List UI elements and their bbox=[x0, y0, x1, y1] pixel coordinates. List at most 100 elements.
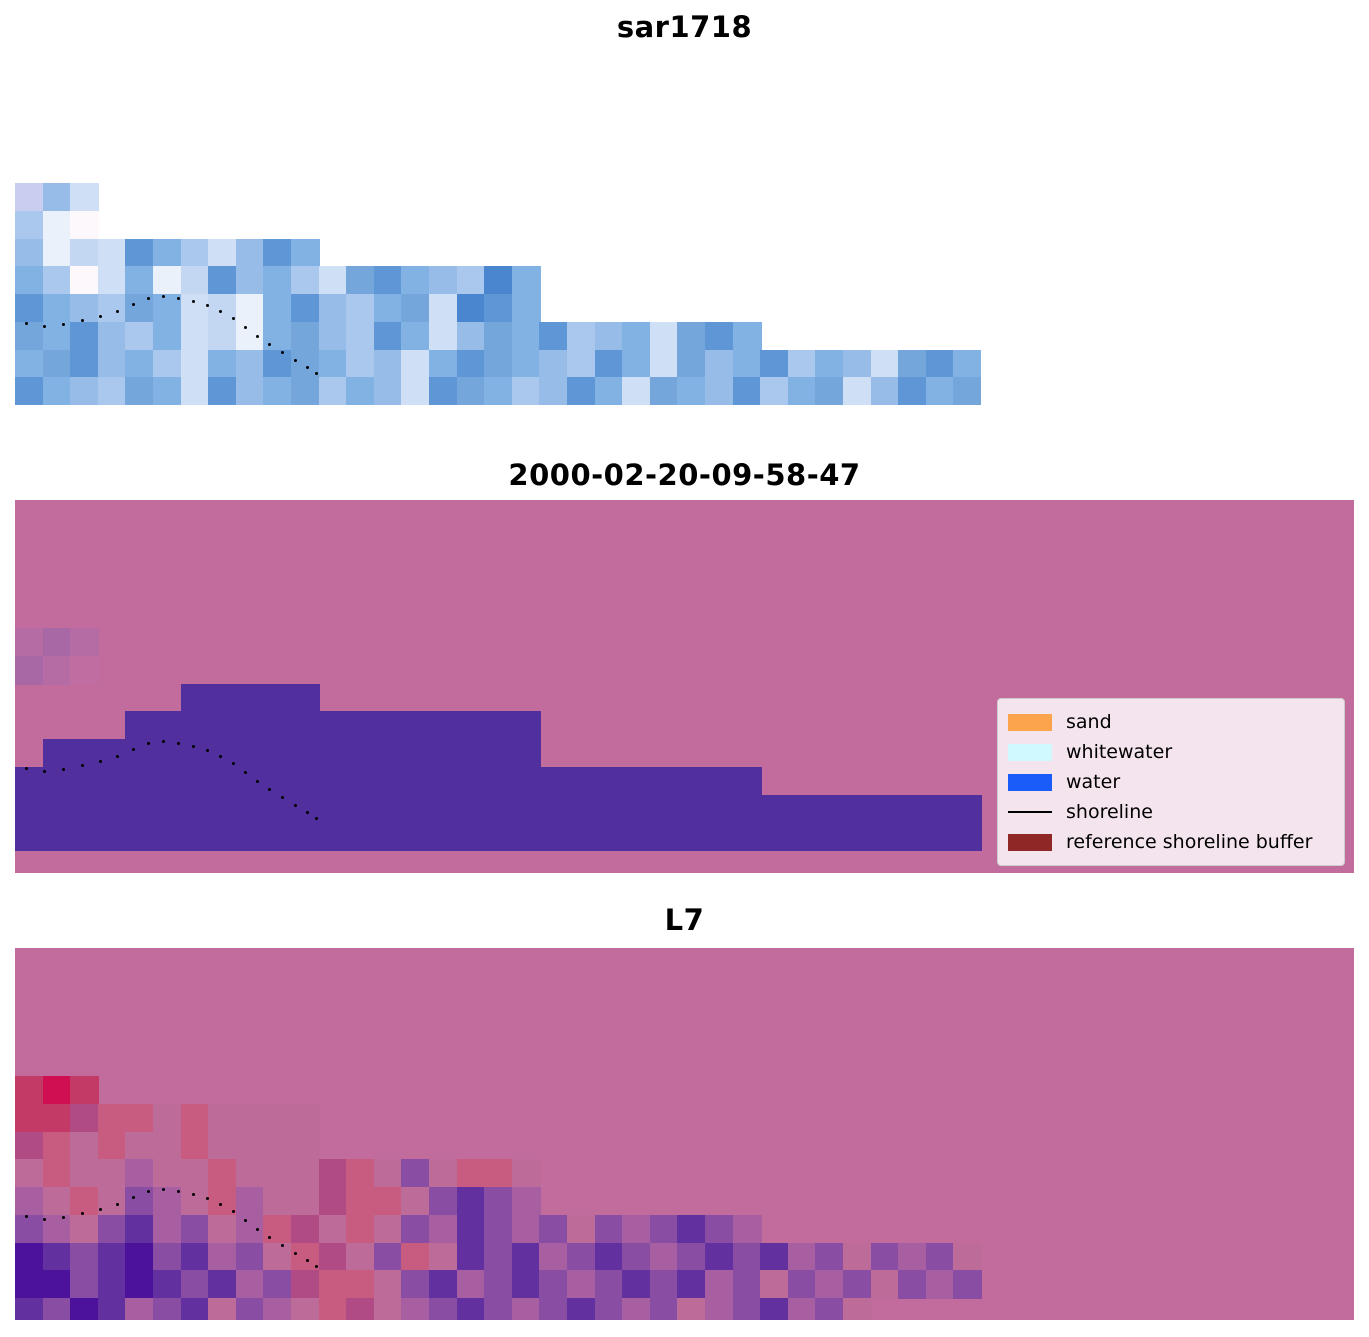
pixel-cell bbox=[733, 1298, 762, 1320]
pixel-cell bbox=[43, 1076, 72, 1105]
pixel-cell bbox=[677, 1215, 706, 1244]
pixel-cell bbox=[346, 1159, 375, 1188]
pixel-cell bbox=[595, 1298, 624, 1320]
pixel-cell bbox=[401, 1187, 430, 1216]
pixel-cell bbox=[484, 767, 513, 796]
pixel-cell bbox=[263, 822, 292, 851]
pixel-cell bbox=[457, 322, 486, 351]
pixel-cell bbox=[319, 266, 348, 295]
pixel-cell bbox=[898, 795, 927, 824]
pixel-cell bbox=[70, 1159, 99, 1188]
pixel-cell bbox=[457, 1270, 486, 1299]
shoreline-dot bbox=[294, 804, 297, 807]
pixel-cell bbox=[429, 767, 458, 796]
shoreline-dot bbox=[294, 1252, 297, 1255]
pixel-cell bbox=[263, 684, 292, 713]
pixel-cell bbox=[153, 767, 182, 796]
whitewater-swatch bbox=[1008, 743, 1052, 761]
pixel-cell bbox=[512, 350, 541, 379]
pixel-cell bbox=[291, 1159, 320, 1188]
pixel-cell bbox=[181, 266, 210, 295]
pixel-cell bbox=[815, 795, 844, 824]
shoreline-dot bbox=[147, 1190, 150, 1193]
pixel-cell bbox=[567, 377, 596, 405]
shoreline-dot bbox=[306, 366, 309, 369]
pixel-cell bbox=[319, 1159, 348, 1188]
pixel-cell bbox=[319, 1298, 348, 1320]
pixel-cell bbox=[622, 795, 651, 824]
pixel-cell bbox=[346, 1187, 375, 1216]
pixel-cell bbox=[622, 822, 651, 851]
pixel-cell bbox=[650, 350, 679, 379]
pixel-cell bbox=[760, 822, 789, 851]
pixel-cell bbox=[15, 1159, 44, 1188]
pixel-cell bbox=[263, 1243, 292, 1272]
sar-image-panel bbox=[15, 183, 981, 405]
pixel-cell bbox=[70, 795, 99, 824]
pixel-cell bbox=[98, 1215, 127, 1244]
pixel-cell bbox=[457, 266, 486, 295]
pixel-cell bbox=[70, 1215, 99, 1244]
pixel-cell bbox=[15, 294, 44, 323]
pixel-cell bbox=[70, 1187, 99, 1216]
shoreline-dot bbox=[306, 811, 309, 814]
pixel-cell bbox=[125, 1159, 154, 1188]
pixel-cell bbox=[208, 1243, 237, 1272]
pixel-cell bbox=[760, 1270, 789, 1299]
pixel-cell bbox=[15, 266, 44, 295]
pixel-cell bbox=[512, 266, 541, 295]
pixel-cell bbox=[622, 1215, 651, 1244]
shoreline-dot bbox=[43, 325, 46, 328]
pixel-cell bbox=[181, 1270, 210, 1299]
shoreline-dot bbox=[192, 300, 195, 303]
pixel-cell bbox=[926, 350, 955, 379]
pixel-cell bbox=[788, 822, 817, 851]
pixel-cell bbox=[43, 628, 72, 657]
pixel-cell bbox=[125, 1104, 154, 1133]
pixel-cell bbox=[567, 1243, 596, 1272]
pixel-cell bbox=[484, 822, 513, 851]
pixel-cell bbox=[512, 1270, 541, 1299]
pixel-cell bbox=[401, 1270, 430, 1299]
pixel-cell bbox=[926, 1243, 955, 1272]
pixel-cell bbox=[815, 377, 844, 405]
shoreline-dot bbox=[132, 1196, 135, 1199]
legend-item-water: water bbox=[1008, 767, 1334, 797]
pixel-cell bbox=[429, 1215, 458, 1244]
pixel-cell bbox=[70, 822, 99, 851]
pixel-cell bbox=[125, 1298, 154, 1320]
pixel-cell bbox=[291, 239, 320, 268]
shoreline-dot bbox=[256, 780, 259, 783]
pixel-cell bbox=[15, 183, 44, 212]
shoreline-dot bbox=[162, 740, 165, 743]
shoreline-dot bbox=[294, 359, 297, 362]
pixel-cell bbox=[484, 1187, 513, 1216]
pixel-cell bbox=[70, 294, 99, 323]
pixel-cell bbox=[181, 294, 210, 323]
pixel-cell bbox=[346, 1243, 375, 1272]
pixel-cell bbox=[236, 1298, 265, 1320]
pixel-cell bbox=[567, 1270, 596, 1299]
legend-label-sand: sand bbox=[1066, 711, 1112, 733]
pixel-cell bbox=[677, 1243, 706, 1272]
pixel-cell bbox=[15, 1187, 44, 1216]
pixel-cell bbox=[512, 1298, 541, 1320]
pixel-cell bbox=[457, 377, 486, 405]
pixel-cell bbox=[153, 266, 182, 295]
pixel-cell bbox=[733, 322, 762, 351]
shoreline-dot bbox=[232, 762, 235, 765]
shoreline-dot bbox=[206, 749, 209, 752]
pixel-cell bbox=[401, 1215, 430, 1244]
pixel-cell bbox=[181, 795, 210, 824]
pixel-cell bbox=[401, 1159, 430, 1188]
pixel-cell bbox=[70, 1132, 99, 1161]
pixel-cell bbox=[263, 294, 292, 323]
l7-image-scene bbox=[15, 1076, 982, 1320]
pixel-cell bbox=[650, 1243, 679, 1272]
pixel-cell bbox=[567, 1298, 596, 1320]
pixel-cell bbox=[70, 1298, 99, 1320]
pixel-cell bbox=[98, 822, 127, 851]
pixel-cell bbox=[622, 1243, 651, 1272]
pixel-cell bbox=[181, 1159, 210, 1188]
pixel-cell bbox=[291, 739, 320, 768]
